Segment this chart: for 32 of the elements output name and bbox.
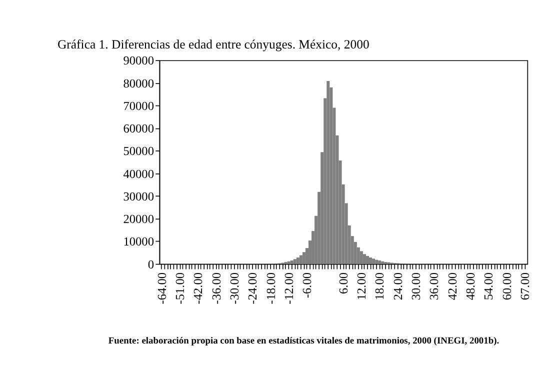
- x-tick-label: 60.00: [500, 272, 514, 300]
- y-tick-label: 70000: [123, 98, 154, 113]
- y-tick-label: 20000: [123, 212, 154, 226]
- x-tick-label: 42.00: [445, 272, 460, 300]
- y-tick-label: 80000: [123, 76, 154, 90]
- y-tick-label: 90000: [123, 54, 154, 68]
- x-tick-label: 24.00: [390, 272, 405, 300]
- x-tick-label: 12.00: [354, 272, 369, 300]
- y-tick-label: 40000: [123, 166, 154, 181]
- x-tick-label: -6.00: [300, 272, 314, 298]
- y-tick-label: 60000: [123, 122, 154, 136]
- x-tick-label: -12.00: [282, 272, 296, 304]
- x-tick-label: 54.00: [482, 272, 496, 300]
- x-tick-label: 67.00: [518, 272, 532, 300]
- x-tick-label: 30.00: [409, 272, 424, 300]
- x-tick-label: 48.00: [463, 272, 478, 300]
- x-tick-label: -64.00: [154, 272, 169, 304]
- x-tick-label: -18.00: [264, 272, 278, 304]
- x-tick-label: 18.00: [372, 272, 387, 300]
- x-tick-label: -30.00: [227, 272, 242, 304]
- x-tick-label: -24.00: [246, 272, 260, 304]
- x-tick-label: -36.00: [209, 272, 224, 304]
- y-tick-label: 10000: [123, 234, 154, 249]
- chart-title: Gráfica 1. Diferencias de edad entre cónyuges. México, 2000: [57, 37, 370, 52]
- x-tick-label: 36.00: [427, 272, 442, 300]
- y-tick-label: 30000: [123, 189, 154, 204]
- y-tick-label: 0: [148, 257, 154, 272]
- x-tick-label: -51.00: [173, 272, 188, 304]
- y-tick-label: 50000: [123, 144, 154, 158]
- source-note: Fuente: elaboración propia con base en estadísticas vitales de matrimonios, 2000 (INEGI, 2001b).: [108, 336, 500, 347]
- x-tick-label: -42.00: [191, 272, 206, 304]
- x-tick-label: 6.00: [336, 272, 350, 294]
